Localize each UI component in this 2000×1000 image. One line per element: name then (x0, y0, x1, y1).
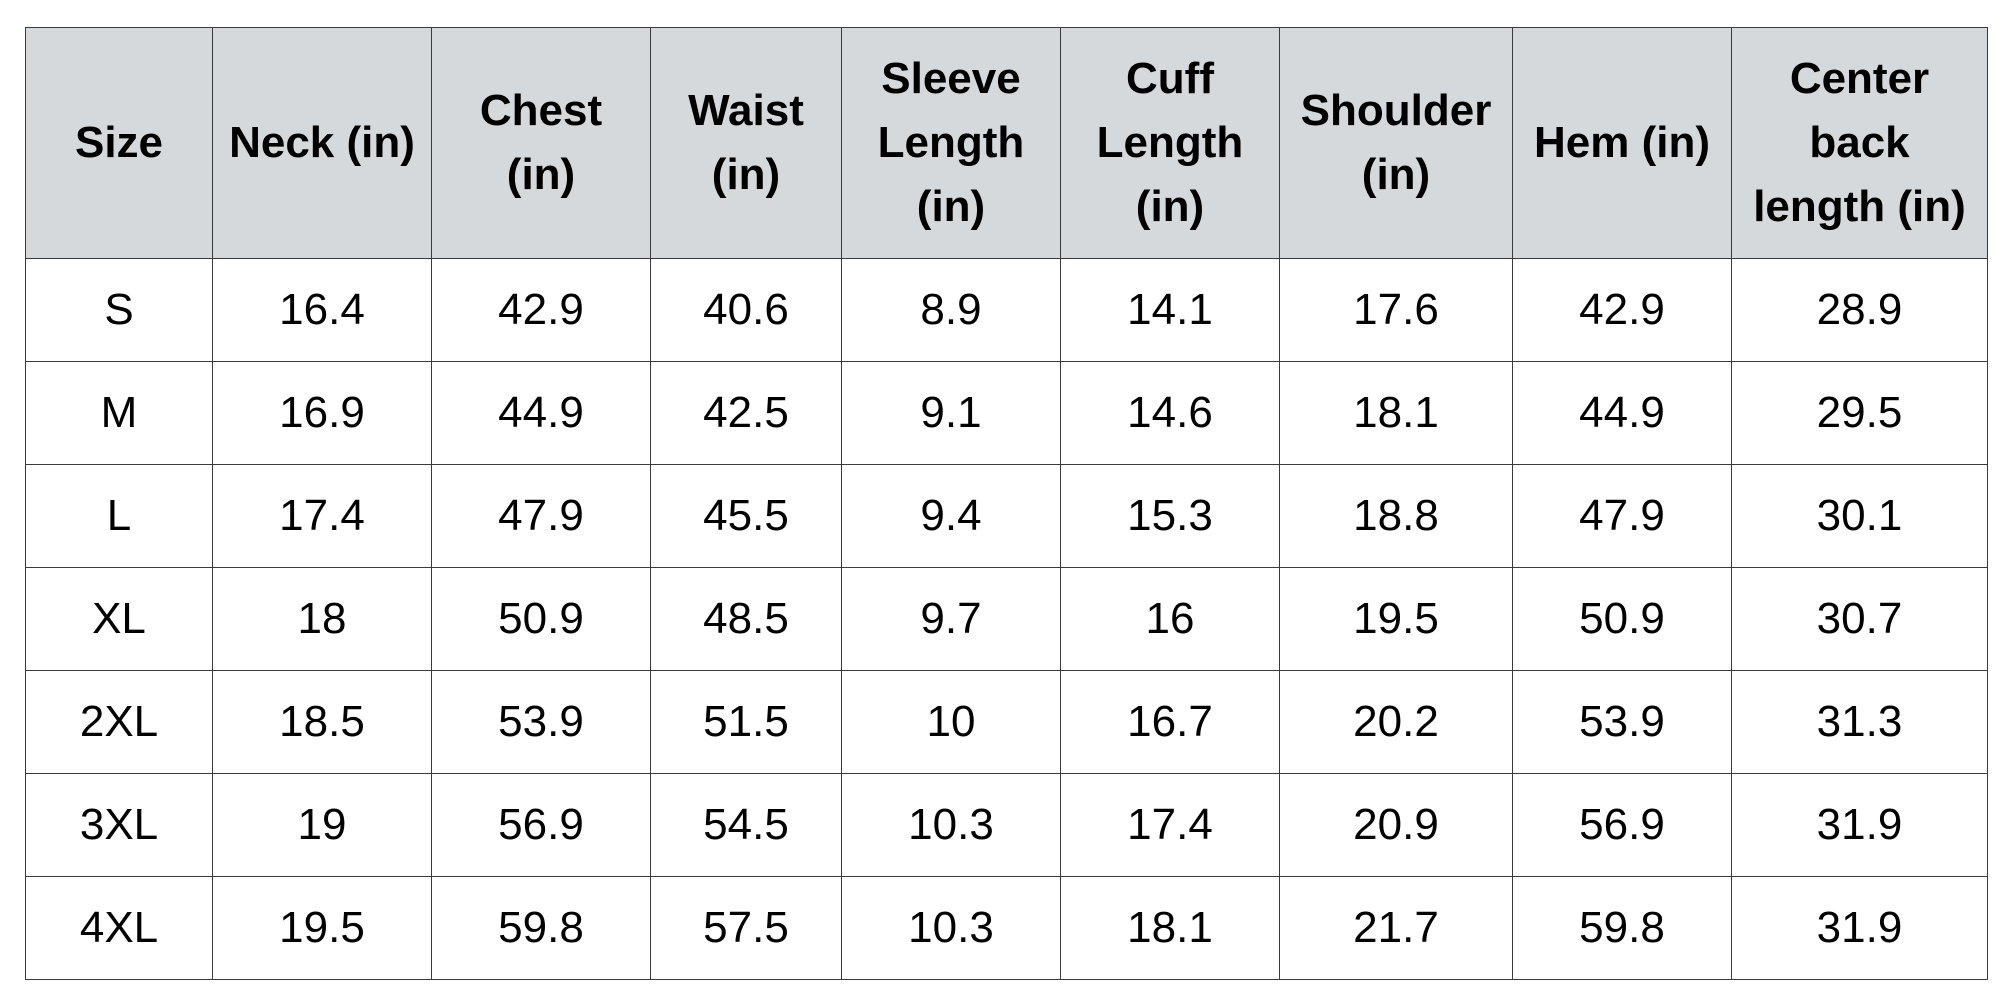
table-cell: 8.9 (841, 258, 1061, 362)
table-cell: 53.9 (431, 670, 651, 774)
table-cell: 18.8 (1279, 464, 1513, 568)
table-cell: 14.6 (1060, 361, 1280, 465)
table-cell: 28.9 (1731, 258, 1988, 362)
table-cell: 2XL (25, 670, 213, 774)
table-cell: 54.5 (650, 773, 842, 877)
table-row: 4XL 19.5 59.8 57.5 10.3 18.1 21.7 59.8 3… (25, 876, 1988, 980)
table-cell: 21.7 (1279, 876, 1513, 980)
header-label: Hem (in) (1534, 118, 1710, 167)
table-row: XL 18 50.9 48.5 9.7 16 19.5 50.9 30.7 (25, 567, 1988, 671)
table-cell: 42.9 (1512, 258, 1732, 362)
table-cell: 20.2 (1279, 670, 1513, 774)
header-sleeve-length: Sleeve Length (in) (841, 27, 1061, 259)
header-label: Center back length (in) (1753, 54, 1966, 231)
table-cell: 18.1 (1279, 361, 1513, 465)
header-shoulder: Shoulder (in) (1279, 27, 1513, 259)
header-label: Sleeve Length (in) (877, 54, 1025, 231)
header-label: Waist (in) (688, 86, 804, 199)
table-cell: 18.1 (1060, 876, 1280, 980)
table-row: M 16.9 44.9 42.5 9.1 14.6 18.1 44.9 29.5 (25, 361, 1988, 465)
header-label: Neck (in) (229, 118, 415, 167)
table-row: L 17.4 47.9 45.5 9.4 15.3 18.8 47.9 30.1 (25, 464, 1988, 568)
table-row: S 16.4 42.9 40.6 8.9 14.1 17.6 42.9 28.9 (25, 258, 1988, 362)
table-cell: 53.9 (1512, 670, 1732, 774)
table-cell: 15.3 (1060, 464, 1280, 568)
table-cell: 17.4 (1060, 773, 1280, 877)
table-cell: 19.5 (1279, 567, 1513, 671)
table-cell: 14.1 (1060, 258, 1280, 362)
header-hem: Hem (in) (1512, 27, 1732, 259)
table-cell: 10 (841, 670, 1061, 774)
table-cell: 47.9 (1512, 464, 1732, 568)
table-cell: 59.8 (431, 876, 651, 980)
table-cell: XL (25, 567, 213, 671)
table-cell: 10.3 (841, 773, 1061, 877)
table-cell: 31.3 (1731, 670, 1988, 774)
table-cell: 16.9 (212, 361, 432, 465)
table-cell: 42.9 (431, 258, 651, 362)
table-cell: 17.4 (212, 464, 432, 568)
table-cell: 18.5 (212, 670, 432, 774)
table-cell: 16 (1060, 567, 1280, 671)
header-neck: Neck (in) (212, 27, 432, 259)
table-cell: L (25, 464, 213, 568)
table-cell: 50.9 (431, 567, 651, 671)
header-label: Size (74, 118, 164, 167)
table-cell: 31.9 (1731, 773, 1988, 877)
table-cell: 30.1 (1731, 464, 1988, 568)
table-cell: 44.9 (1512, 361, 1732, 465)
table-cell: 19 (212, 773, 432, 877)
header-label: Shoulder (in) (1300, 86, 1492, 199)
header-center-back-length: Center back length (in) (1731, 27, 1988, 259)
size-chart-table: Size Neck (in) Chest (in) Waist (in) Sle… (25, 27, 1988, 980)
table-cell: 18 (212, 567, 432, 671)
table-cell: 16.7 (1060, 670, 1280, 774)
table-cell: 42.5 (650, 361, 842, 465)
table-cell: M (25, 361, 213, 465)
header-row: Size Neck (in) Chest (in) Waist (in) Sle… (25, 27, 1988, 259)
table-cell: 9.1 (841, 361, 1061, 465)
table-cell: 45.5 (650, 464, 842, 568)
table-cell: 56.9 (431, 773, 651, 877)
table-cell: 9.4 (841, 464, 1061, 568)
table-cell: 16.4 (212, 258, 432, 362)
table-cell: 51.5 (650, 670, 842, 774)
header-waist: Waist (in) (650, 27, 842, 259)
table-cell: 47.9 (431, 464, 651, 568)
table-cell: 57.5 (650, 876, 842, 980)
table-cell: 3XL (25, 773, 213, 877)
table-cell: 17.6 (1279, 258, 1513, 362)
table-cell: 19.5 (212, 876, 432, 980)
header-chest: Chest (in) (431, 27, 651, 259)
table-cell: 31.9 (1731, 876, 1988, 980)
table-cell: S (25, 258, 213, 362)
table-cell: 56.9 (1512, 773, 1732, 877)
table-cell: 59.8 (1512, 876, 1732, 980)
table-cell: 29.5 (1731, 361, 1988, 465)
table-row: 2XL 18.5 53.9 51.5 10 16.7 20.2 53.9 31.… (25, 670, 1988, 774)
table-cell: 9.7 (841, 567, 1061, 671)
header-size: Size (25, 27, 213, 259)
table-cell: 4XL (25, 876, 213, 980)
table-cell: 44.9 (431, 361, 651, 465)
header-label: Cuff Length (in) (1096, 54, 1244, 231)
header-cuff-length: Cuff Length (in) (1060, 27, 1280, 259)
table-cell: 30.7 (1731, 567, 1988, 671)
table-cell: 48.5 (650, 567, 842, 671)
table-cell: 10.3 (841, 876, 1061, 980)
table-row: 3XL 19 56.9 54.5 10.3 17.4 20.9 56.9 31.… (25, 773, 1988, 877)
header-label: Chest (in) (479, 86, 603, 199)
table-cell: 40.6 (650, 258, 842, 362)
table-cell: 50.9 (1512, 567, 1732, 671)
table-cell: 20.9 (1279, 773, 1513, 877)
